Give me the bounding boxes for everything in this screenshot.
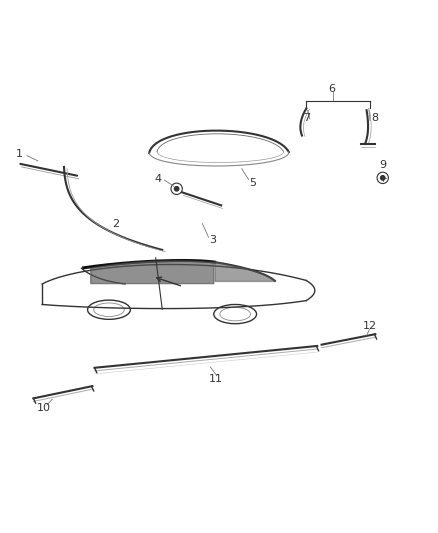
Text: 4: 4	[154, 174, 162, 184]
Text: 6: 6	[328, 84, 335, 94]
Text: 5: 5	[250, 177, 257, 188]
Text: 9: 9	[379, 160, 386, 170]
Circle shape	[381, 176, 385, 180]
Circle shape	[174, 187, 179, 191]
Text: 7: 7	[303, 113, 310, 123]
Text: 12: 12	[363, 321, 377, 332]
Text: 2: 2	[112, 219, 119, 229]
Text: 10: 10	[36, 403, 50, 413]
Text: 8: 8	[371, 113, 378, 123]
Text: 3: 3	[209, 235, 216, 245]
Text: 11: 11	[209, 374, 223, 384]
Text: 1: 1	[16, 149, 23, 159]
